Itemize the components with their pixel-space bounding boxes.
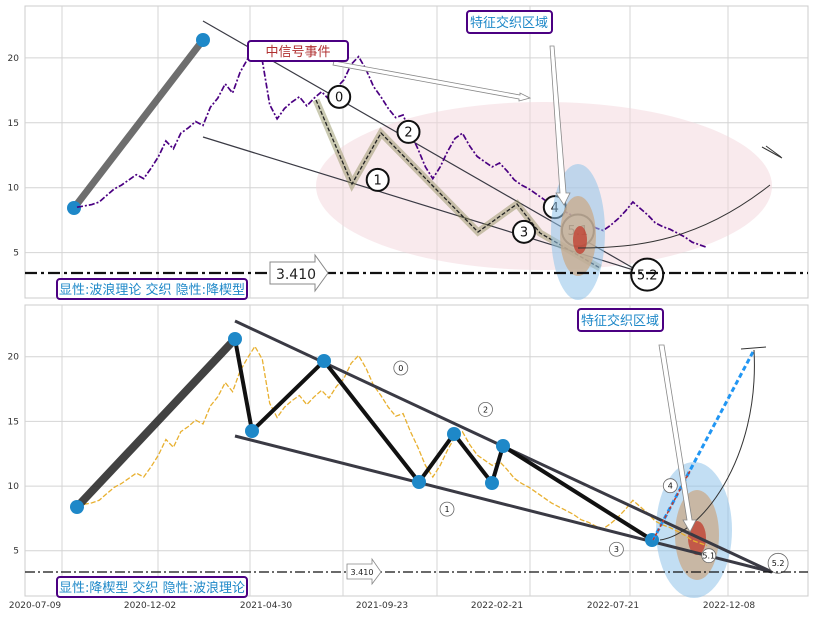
bottom-caption-box: [56, 576, 248, 598]
wave-marker-circle: [630, 257, 665, 292]
y-tick-label: 15: [8, 119, 19, 129]
wave-label: 5.2: [637, 268, 658, 283]
top-structure-lines: [67, 20, 641, 273]
wave-marker-circle: [393, 360, 409, 376]
pivot-peak: [196, 33, 210, 47]
top-hotspot-core: [573, 226, 587, 254]
wave-label: 5.1: [702, 552, 715, 561]
top-support-arrow: [269, 253, 329, 293]
top-region-box: [466, 10, 553, 34]
top-target-arc: [577, 146, 783, 249]
top-support-value: 3.410: [276, 267, 316, 283]
bottom-support-arrow: [346, 557, 382, 586]
top-region-arrow: [549, 45, 571, 206]
pivot-point: [412, 475, 426, 489]
wave-marker-circle: [609, 541, 624, 557]
wave-label: 0: [398, 364, 403, 373]
top-event-arrow: [332, 60, 532, 102]
y-tick-label: 5: [13, 547, 19, 557]
x-tick-label: 2021-04-30: [240, 601, 293, 611]
x-tick-label: 2022-12-08: [703, 601, 756, 611]
lower-trendline: [234, 434, 773, 574]
pivot-point: [228, 332, 242, 346]
y-tick-label: 10: [8, 482, 20, 492]
wave-marker-circle: [767, 552, 789, 574]
wave-marker-circle: [396, 119, 421, 144]
top-y-axis: 5 10 15 20: [8, 54, 20, 259]
bottom-caption: 显性:降楔型 交织 隐性:波浪理论: [59, 580, 245, 596]
x-tick-label: 2022-07-21: [587, 601, 639, 611]
wave-path: [315, 99, 601, 269]
wave-marker-circle: [478, 401, 493, 417]
y-tick-label: 5: [13, 249, 19, 259]
bottom-target-arc: [659, 349, 755, 541]
top-caption: 显性:波浪理论 交织 隐性:降楔型: [59, 282, 245, 298]
wave-marker-circle: [439, 501, 455, 517]
top-target-marker: [765, 145, 782, 158]
wave-label: 1: [444, 505, 449, 514]
bottom-x-axis: 2020-07-09 2020-12-02 2021-04-30 2021-09-23…: [9, 601, 756, 611]
impulse-leg: [70, 36, 207, 212]
wave-marker-circle: [327, 84, 352, 109]
wave-label: 2: [404, 126, 412, 141]
wave-marker-circle: [365, 167, 390, 192]
pivot-point: [485, 476, 499, 490]
bottom-region-label: 特征交织区域: [581, 313, 659, 329]
wave-marker-circle: [512, 219, 536, 244]
pivot-point: [447, 427, 461, 441]
top-region-label: 特征交织区域: [470, 15, 548, 31]
bottom-y-axis: 5 10 15 20: [8, 353, 20, 557]
wave-label: 3: [520, 225, 528, 240]
wave-label: 5.2: [772, 559, 785, 568]
x-tick-label: 2022-02-21: [471, 601, 523, 611]
wave-marker-circle: [701, 548, 717, 564]
x-tick-label: 2020-07-09: [9, 601, 62, 611]
top-event-box: [247, 40, 349, 62]
x-tick-label: 2021-09-23: [356, 601, 408, 611]
wave-label: 0: [335, 91, 343, 106]
pivot-start: [67, 201, 81, 215]
pivot-point: [317, 354, 331, 368]
y-tick-label: 20: [8, 353, 20, 363]
wave-label: 3: [614, 545, 619, 554]
y-tick-label: 20: [8, 54, 20, 64]
top-event-label: 中信号事件: [265, 45, 330, 60]
wave-label: 4: [668, 482, 673, 491]
top-caption-box: [56, 278, 248, 300]
impulse-leg: [73, 335, 239, 511]
y-tick-label: 15: [8, 417, 19, 427]
bottom-target-marker: [740, 346, 767, 350]
bottom-region-arrow: [658, 344, 697, 533]
pivot-point: [645, 533, 659, 547]
pivot-point: [496, 439, 510, 453]
bottom-region-box: [577, 308, 664, 332]
y-tick-label: 10: [8, 184, 20, 194]
wave-label: 2: [483, 405, 488, 414]
x-tick-label: 2020-12-02: [124, 601, 176, 611]
wave-label: 1: [374, 174, 382, 189]
pivot-point: [245, 424, 259, 438]
pivot-point: [70, 500, 84, 514]
wave-marker-circle: [662, 478, 678, 494]
bottom-structure-lines: [70, 319, 773, 574]
bottom-wave-labels: 0 1 2 3 4 5.1 5.2: [393, 360, 789, 574]
bottom-support-value: 3.410: [351, 568, 374, 577]
top-consolidation-zone: [316, 102, 772, 270]
